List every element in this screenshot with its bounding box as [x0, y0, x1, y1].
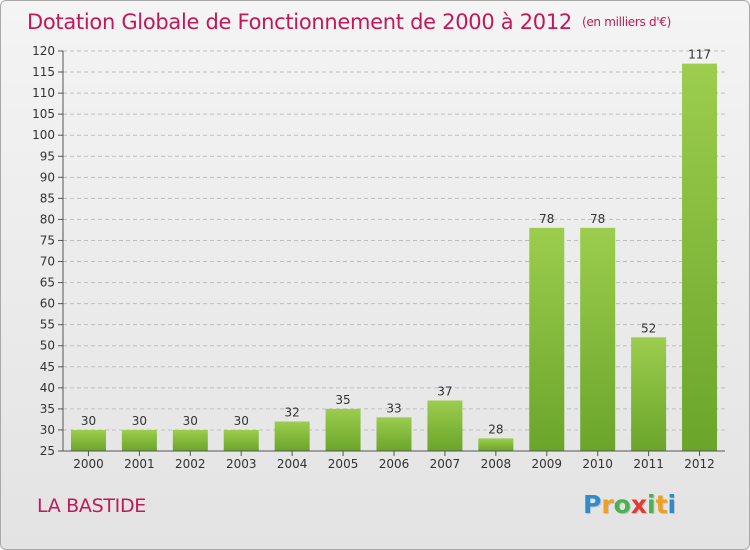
y-tick-label: 100 — [32, 128, 55, 142]
y-tick-label: 70 — [40, 255, 55, 269]
data-label-2004: 32 — [285, 406, 300, 420]
x-tick-label: 2009 — [531, 457, 562, 471]
location-label: LA BASTIDE — [37, 495, 146, 517]
x-tick-label: 2001 — [124, 457, 155, 471]
bar-2007 — [427, 400, 463, 451]
bar-2005 — [325, 408, 361, 451]
bar-2001 — [121, 429, 157, 451]
grid-lines — [63, 50, 725, 452]
unit-label: (en milliers d'€) — [581, 15, 671, 29]
logo-letter: t — [655, 490, 668, 519]
data-label-2007: 37 — [437, 384, 452, 398]
x-tick-label: 2012 — [684, 457, 715, 471]
y-tick-label: 120 — [32, 44, 55, 58]
x-tick-label: 2006 — [379, 457, 410, 471]
y-tick-label: 65 — [40, 276, 55, 290]
data-label-2008: 28 — [488, 422, 503, 436]
x-tick-label: 2004 — [277, 457, 308, 471]
bar-2003 — [223, 429, 259, 451]
bar-2012 — [682, 63, 718, 451]
y-tick-label: 85 — [40, 191, 55, 205]
bar-2004 — [274, 421, 310, 451]
bar-2006 — [376, 417, 412, 451]
y-tick-label: 40 — [40, 381, 55, 395]
bar-2008 — [478, 438, 514, 451]
y-tick-label: 30 — [40, 423, 55, 437]
logo-letter: i — [647, 490, 656, 519]
y-tick-label: 50 — [40, 339, 55, 353]
data-label-2010: 78 — [590, 212, 605, 226]
logo-letter: r — [601, 490, 614, 519]
x-tick-label: 2011 — [633, 457, 664, 471]
bars: 30 30 30 30 32 35 33 37 28 78 78 52 117 — [70, 48, 718, 451]
data-label-2006: 33 — [386, 401, 401, 415]
logo-letter: o — [613, 490, 631, 519]
x-tick-label: 2003 — [226, 457, 257, 471]
y-tick-label: 55 — [40, 318, 55, 332]
x-tick-label: 2010 — [582, 457, 613, 471]
y-tick-label: 25 — [40, 444, 55, 458]
data-label-2005: 35 — [335, 393, 350, 407]
y-tick-label: 115 — [32, 65, 55, 79]
data-label-2003: 30 — [234, 414, 249, 428]
y-tick-label: 60 — [40, 297, 55, 311]
y-tick-label: 95 — [40, 149, 55, 163]
y-tick-label: 75 — [40, 233, 55, 247]
data-label-2012: 117 — [688, 48, 711, 62]
y-tick-label: 45 — [40, 360, 55, 374]
data-label-2001: 30 — [132, 414, 147, 428]
y-tick-label: 35 — [40, 402, 55, 416]
data-label-2000: 30 — [81, 414, 96, 428]
bar-2000 — [70, 429, 106, 451]
logo-letter: P — [583, 490, 602, 519]
y-tick-label: 80 — [40, 212, 55, 226]
y-tick-label: 90 — [40, 170, 55, 184]
data-label-2002: 30 — [183, 414, 198, 428]
bar-2011 — [631, 337, 667, 451]
x-tick-label: 2008 — [481, 457, 512, 471]
x-tick-label: 2002 — [175, 457, 206, 471]
x-tick-label: 2000 — [73, 457, 104, 471]
logo-letter: i — [667, 490, 677, 519]
y-tick-label: 110 — [32, 86, 55, 100]
data-label-2009: 78 — [539, 212, 554, 226]
chart-title: Dotation Globale de Fonctionnement de 20… — [27, 10, 671, 34]
proxiti-logo[interactable]: Proxiti — [583, 490, 676, 519]
bar-2009 — [529, 227, 565, 451]
logo-letter: x — [630, 490, 647, 519]
title-text: Dotation Globale de Fonctionnement de 20… — [27, 10, 572, 34]
x-axis: 2000 2001 2002 2003 2004 2005 2006 2007 2008 2009… — [63, 450, 725, 471]
bar-2010 — [580, 227, 616, 451]
data-label-2011: 52 — [641, 321, 656, 335]
x-tick-label: 2007 — [430, 457, 461, 471]
bar-2002 — [172, 429, 208, 451]
y-axis: 25 30 35 40 45 50 55 60 65 70 75 80 85 90 95 100 105 110 1… — [32, 44, 64, 458]
y-tick-label: 105 — [32, 107, 55, 121]
x-tick-label: 2005 — [328, 457, 359, 471]
